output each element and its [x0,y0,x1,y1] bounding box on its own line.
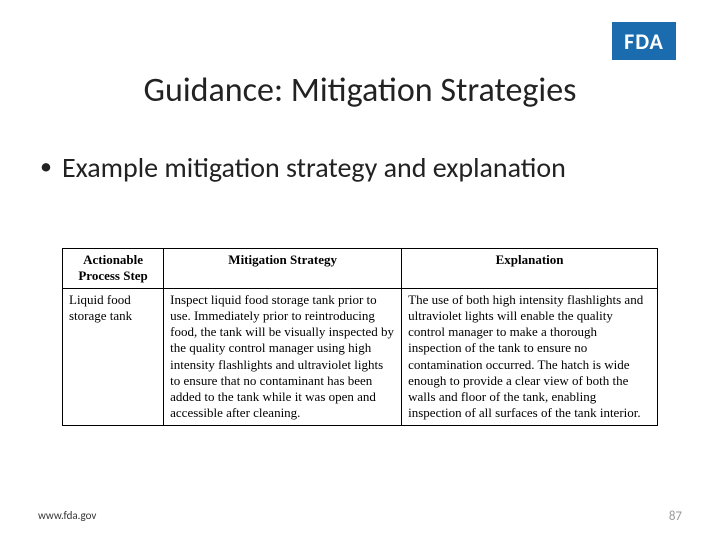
bullet-dot-icon: • [40,150,52,184]
col-header-strategy: Mitigation Strategy [164,249,402,289]
table-row: Liquid food storage tank Inspect liquid … [63,288,658,425]
cell-explanation: The use of both high intensity flashligh… [402,288,658,425]
slide-title: Guidance: Mitigation Strategies [0,70,720,111]
bullet-text: Example mitigation strategy and explanat… [62,150,566,185]
page-number: 87 [669,509,682,524]
footer-url: www.fda.gov [38,509,96,522]
mitigation-table-wrap: Actionable Process Step Mitigation Strat… [62,248,658,426]
mitigation-table: Actionable Process Step Mitigation Strat… [62,248,658,426]
cell-step: Liquid food storage tank [63,288,164,425]
fda-logo: FDA [612,22,676,60]
bullet-block: • Example mitigation strategy and explan… [40,150,660,185]
col-header-explanation: Explanation [402,249,658,289]
col-header-step: Actionable Process Step [63,249,164,289]
cell-strategy: Inspect liquid food storage tank prior t… [164,288,402,425]
table-header-row: Actionable Process Step Mitigation Strat… [63,249,658,289]
bullet-item: • Example mitigation strategy and explan… [40,150,660,185]
